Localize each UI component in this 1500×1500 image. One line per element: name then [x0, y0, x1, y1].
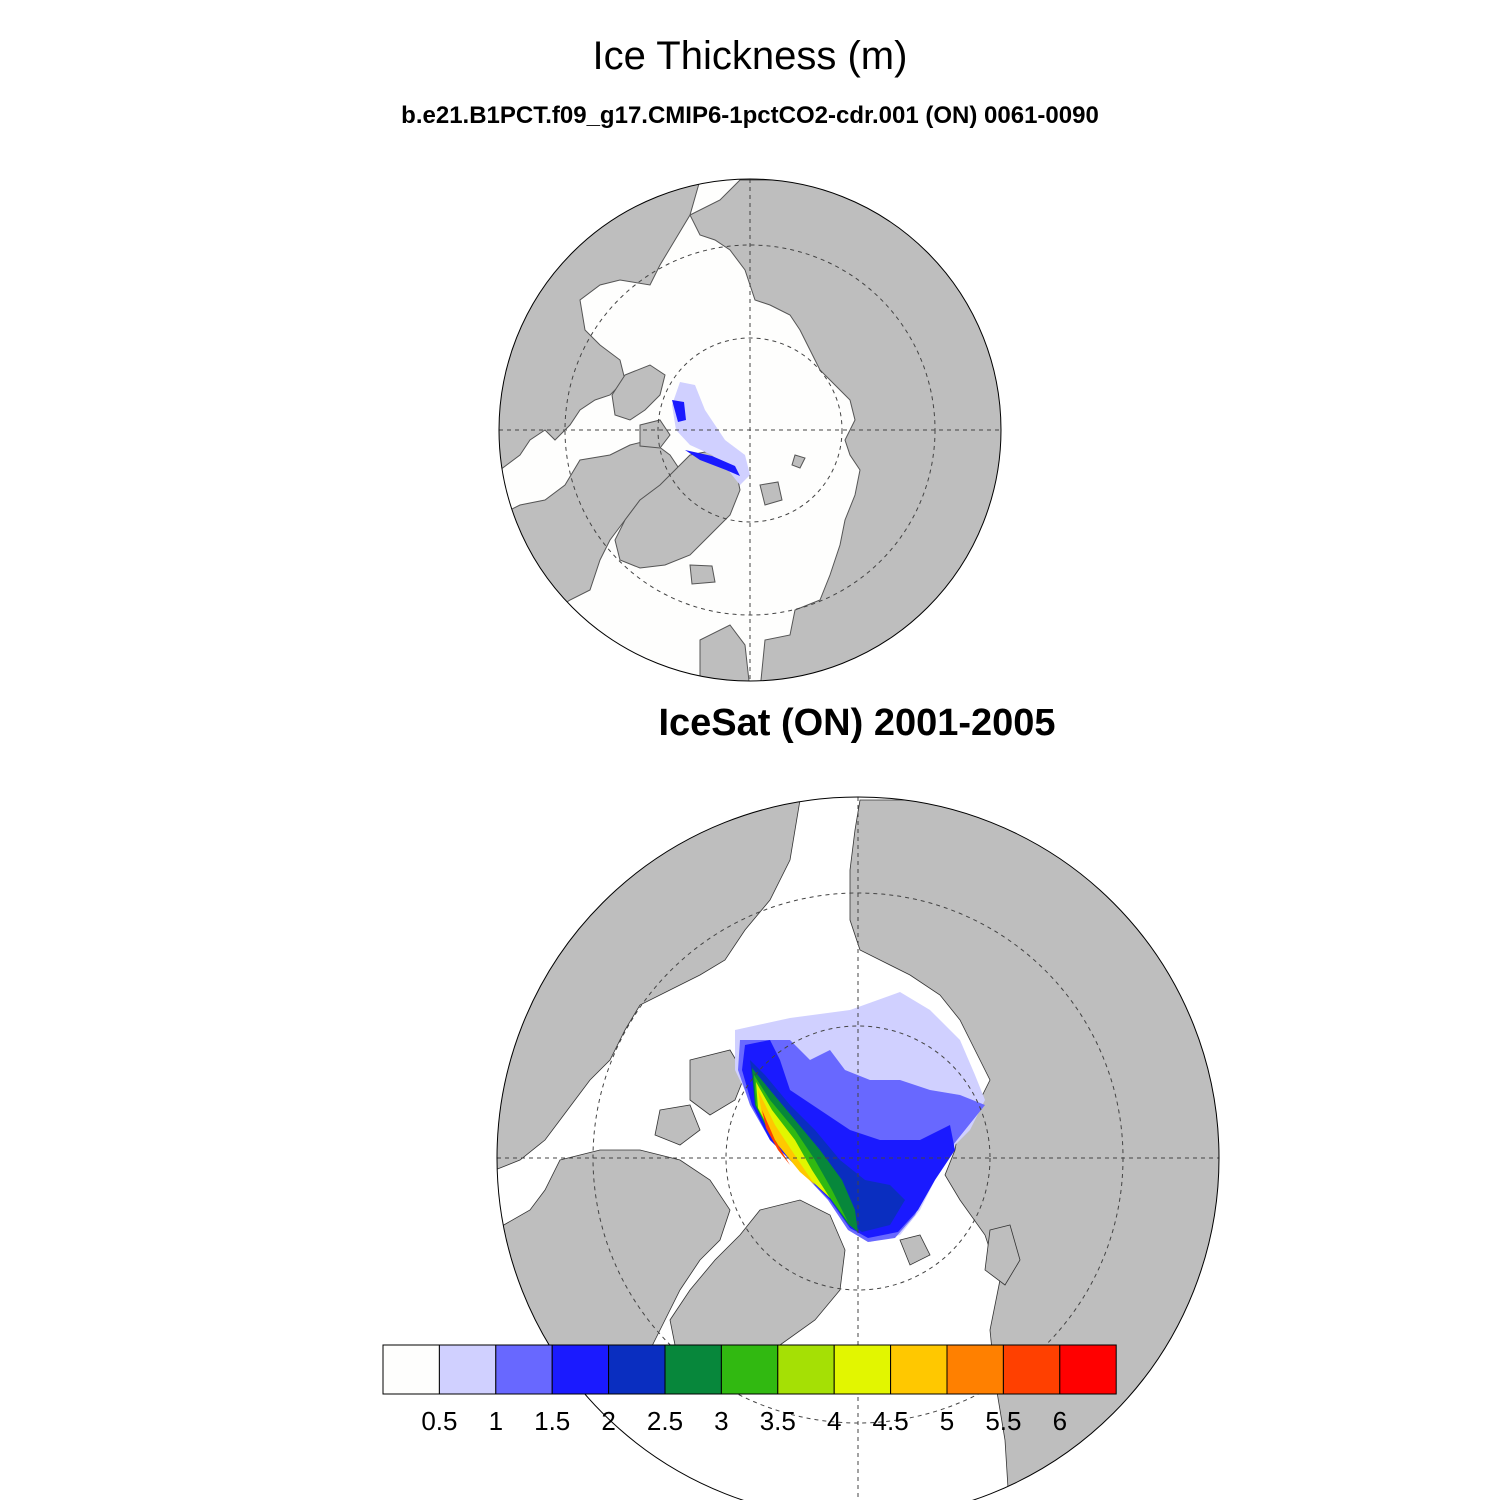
colorbar-box-10	[946, 1344, 1004, 1395]
model-land-islands	[611, 364, 806, 585]
colorbar-label: 4	[827, 1406, 841, 1436]
model-ice-thin	[672, 382, 750, 485]
colorbar-box-9	[890, 1344, 948, 1395]
colorbar-box-8	[833, 1344, 892, 1395]
colorbar-box-1	[438, 1344, 497, 1395]
obs-ice-2-2.5	[750, 1060, 905, 1232]
colorbar-label: 3.5	[760, 1406, 796, 1436]
colorbar-label: 0.5	[421, 1406, 457, 1436]
colorbar-box-0	[382, 1344, 440, 1395]
colorbar-box-3	[551, 1344, 610, 1395]
colorbar-box-5	[664, 1344, 722, 1395]
colorbar-label: 6	[1053, 1406, 1067, 1436]
colorbar-label: 2.5	[647, 1406, 683, 1436]
model-land-eurasia	[689, 179, 1001, 681]
colorbar-label: 1.5	[534, 1406, 570, 1436]
model-panel-title: b.e21.B1PCT.f09_g17.CMIP6-1pctCO2-cdr.00…	[401, 102, 1099, 129]
colorbar-label: 4.5	[873, 1406, 909, 1436]
model-land-south	[699, 624, 751, 681]
model-ice-mid	[672, 400, 740, 476]
colorbar-box-12	[1059, 1344, 1117, 1395]
colorbar-box-6	[720, 1344, 779, 1395]
colorbar-label: 5	[940, 1406, 954, 1436]
obs-land-islands	[654, 1049, 1021, 1286]
colorbar-box-11	[1002, 1344, 1061, 1395]
colorbar-box-7	[777, 1344, 835, 1395]
obs-ice-4-4.5	[756, 1082, 830, 1198]
colorbar-label: 3	[714, 1406, 728, 1436]
figure-title: Ice Thickness (m)	[592, 34, 908, 78]
colorbar-label: 2	[601, 1406, 615, 1436]
obs-panel-title: IceSat (ON) 2001-2005	[658, 702, 1056, 744]
colorbar-box-2	[495, 1344, 553, 1395]
colorbar-label: 5.5	[985, 1406, 1021, 1436]
colorbar-label: 1	[489, 1406, 503, 1436]
obs-ice-1.5-2	[742, 1040, 955, 1238]
obs-ice-3.5-4	[754, 1075, 848, 1222]
colorbar-box-4	[608, 1344, 666, 1395]
